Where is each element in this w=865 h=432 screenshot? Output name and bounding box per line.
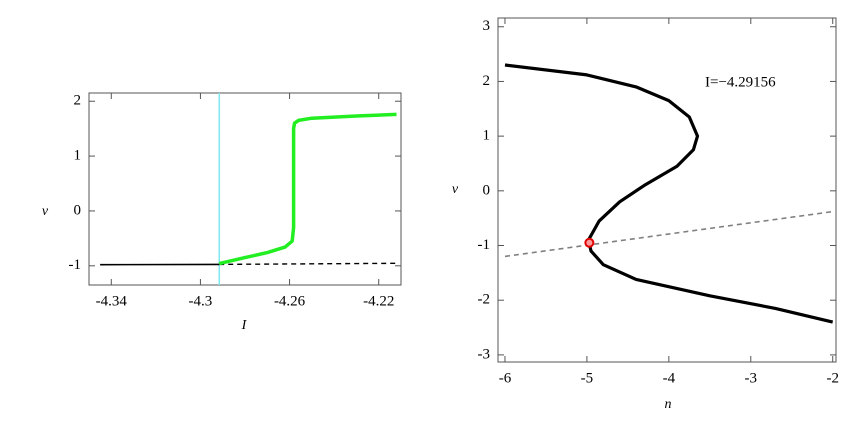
x-tick-label: -4.22 bbox=[363, 293, 394, 309]
y-tick-label: 3 bbox=[483, 18, 491, 34]
y-tick-label: 0 bbox=[483, 182, 491, 198]
y-tick-label: -3 bbox=[478, 346, 491, 362]
annotation: I=−4.29156 bbox=[705, 74, 776, 90]
y-tick-label: -1 bbox=[478, 237, 491, 253]
y-tick-label: -2 bbox=[478, 292, 491, 308]
y-tick-label: 2 bbox=[483, 73, 491, 89]
curve bbox=[504, 210, 833, 258]
y-tick-label: -1 bbox=[69, 257, 82, 273]
x-tick-label: -4 bbox=[663, 370, 676, 386]
x-axis-label: I bbox=[241, 318, 248, 333]
x-axis-label: n bbox=[665, 397, 672, 412]
x-tick-label: -4.34 bbox=[96, 293, 128, 309]
y-tick-label: 2 bbox=[74, 93, 82, 109]
curve bbox=[219, 262, 397, 266]
point bbox=[584, 237, 595, 248]
x-tick-label: -3 bbox=[745, 370, 758, 386]
y-tick-label: 1 bbox=[483, 128, 491, 144]
y-axis-label: v bbox=[452, 182, 459, 197]
y-axis-label: v bbox=[42, 204, 49, 219]
x-tick-label: -4.26 bbox=[274, 293, 306, 309]
x-tick-label: -2 bbox=[826, 370, 839, 386]
x-tick-label: -6 bbox=[499, 370, 512, 386]
y-tick-label: 0 bbox=[74, 202, 82, 218]
curve bbox=[218, 112, 397, 266]
x-tick-label: -5 bbox=[581, 370, 594, 386]
plot-frame bbox=[497, 17, 837, 363]
x-tick-label: -4.3 bbox=[189, 293, 213, 309]
plot-frame bbox=[88, 92, 402, 286]
curve bbox=[504, 63, 834, 324]
y-tick-label: 1 bbox=[74, 148, 82, 164]
